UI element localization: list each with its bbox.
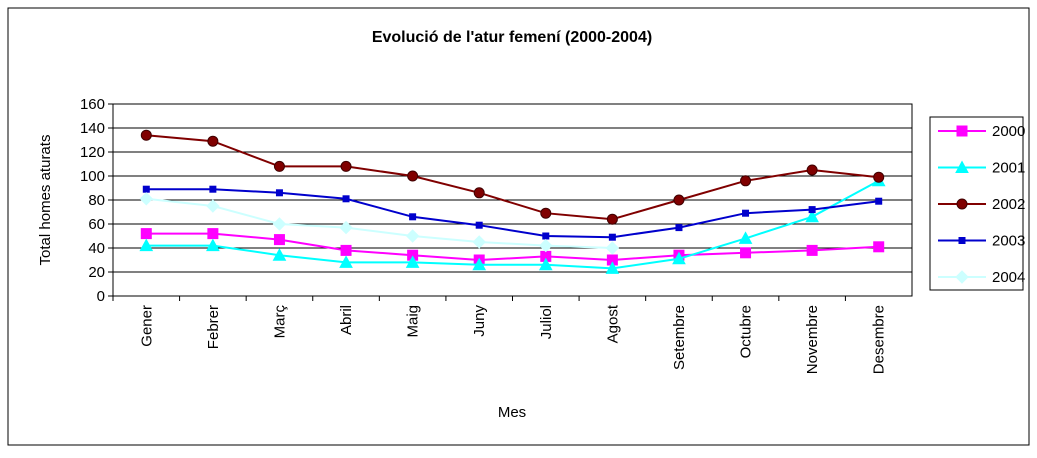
marker (339, 220, 353, 235)
marker (207, 135, 219, 147)
marker (605, 241, 620, 255)
legend-label: 2004 (992, 269, 1025, 286)
x-tick-label: Octubre (738, 305, 755, 358)
marker (139, 192, 153, 206)
marker (805, 209, 819, 223)
marker (272, 217, 287, 231)
marker (605, 261, 620, 274)
marker (273, 160, 285, 172)
series-line (146, 197, 613, 249)
marker (142, 185, 150, 193)
y-tick-label: 160 (80, 96, 105, 113)
y-tick-label: 100 (80, 168, 105, 185)
marker (673, 194, 685, 206)
marker (956, 125, 968, 137)
marker (672, 251, 686, 265)
marker (340, 244, 352, 256)
legend-label: 2003 (992, 233, 1025, 250)
y-tick-label: 20 (88, 264, 105, 281)
marker (207, 228, 219, 240)
x-tick-label: Març (271, 305, 288, 339)
y-tick-label: 40 (88, 240, 105, 257)
marker (342, 195, 350, 203)
y-tick-label: 80 (88, 192, 105, 209)
marker (738, 231, 753, 244)
y-tick-label: 140 (80, 120, 105, 137)
marker (275, 189, 283, 197)
marker (806, 244, 818, 256)
marker (675, 224, 683, 232)
marker (606, 213, 618, 225)
x-tick-label: Abril (338, 305, 355, 335)
chart-title: Evolució de l'atur femení (2000-2004) (372, 29, 652, 46)
marker (873, 171, 885, 183)
marker (875, 197, 883, 205)
marker (472, 235, 486, 249)
marker (206, 238, 220, 252)
marker (140, 129, 152, 141)
marker (955, 270, 969, 284)
x-tick-label: Juliol (538, 305, 555, 339)
marker (475, 221, 483, 229)
x-tick-label: Desembre (871, 305, 888, 374)
x-tick-label: Setembre (671, 305, 688, 370)
marker (405, 229, 420, 243)
marker (608, 233, 616, 241)
marker (272, 248, 287, 261)
x-tick-label: Juny (471, 305, 488, 337)
legend-label: 2002 (992, 196, 1025, 213)
series-line (146, 232, 879, 262)
marker (405, 255, 420, 268)
marker (409, 213, 417, 221)
marker (339, 255, 353, 268)
x-tick-label: Novembre (804, 305, 821, 374)
x-tick-label: Maig (405, 305, 422, 338)
series-line (146, 134, 879, 221)
marker (407, 170, 419, 182)
marker (538, 257, 553, 271)
marker (140, 228, 152, 240)
marker (740, 175, 752, 187)
x-tick-label: Agost (604, 304, 621, 343)
marker (742, 209, 750, 217)
series-line (146, 188, 879, 239)
y-axis-label: Total homes aturats (37, 135, 54, 266)
marker (539, 238, 553, 253)
series-line (146, 179, 880, 270)
marker (473, 187, 485, 199)
marker (209, 185, 217, 193)
marker (472, 257, 487, 271)
x-tick-label: Febrer (205, 305, 222, 349)
marker (958, 237, 966, 244)
x-tick-label: Gener (138, 305, 155, 347)
marker (273, 234, 285, 246)
y-tick-label: 0 (97, 288, 105, 305)
legend-label: 2001 (992, 160, 1025, 177)
marker (806, 164, 818, 176)
y-tick-label: 120 (80, 144, 105, 161)
marker (542, 232, 550, 240)
x-axis-label: Mes (498, 404, 526, 421)
marker (540, 207, 552, 219)
marker (955, 160, 969, 173)
marker (956, 198, 968, 210)
marker (139, 238, 154, 252)
marker (340, 160, 352, 172)
legend-label: 2000 (992, 123, 1025, 140)
marker (873, 241, 885, 253)
marker (206, 199, 220, 213)
y-tick-label: 60 (88, 216, 105, 233)
marker (740, 247, 752, 259)
marker (808, 206, 816, 214)
